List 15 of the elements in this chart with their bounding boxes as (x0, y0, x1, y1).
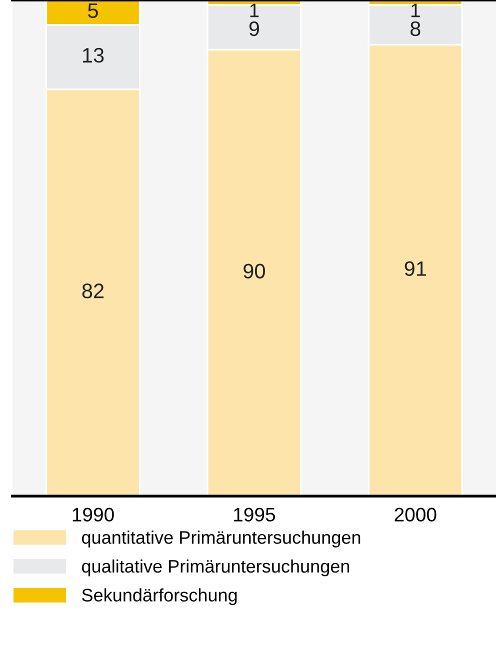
x-tick-label: 1990 (72, 508, 114, 522)
x-tick-label: 1995 (234, 508, 276, 522)
x-tick-label: 2000 (394, 508, 436, 522)
data-label: 9 (249, 21, 260, 36)
data-label: 13 (83, 48, 104, 63)
data-label: 5 (88, 3, 98, 18)
legend-label: qualitative Primäruntersuchungen (82, 559, 350, 576)
data-label: 1 (250, 4, 259, 18)
data-label: 91 (404, 261, 426, 276)
data-label: 90 (244, 264, 265, 278)
data-label: 8 (410, 21, 420, 36)
data-label: 82 (82, 284, 104, 298)
data-label: 1 (411, 4, 420, 18)
legend-label: Sekundärforschung (82, 588, 237, 606)
legend-label: quantitative Primäruntersuchungen (82, 530, 360, 548)
